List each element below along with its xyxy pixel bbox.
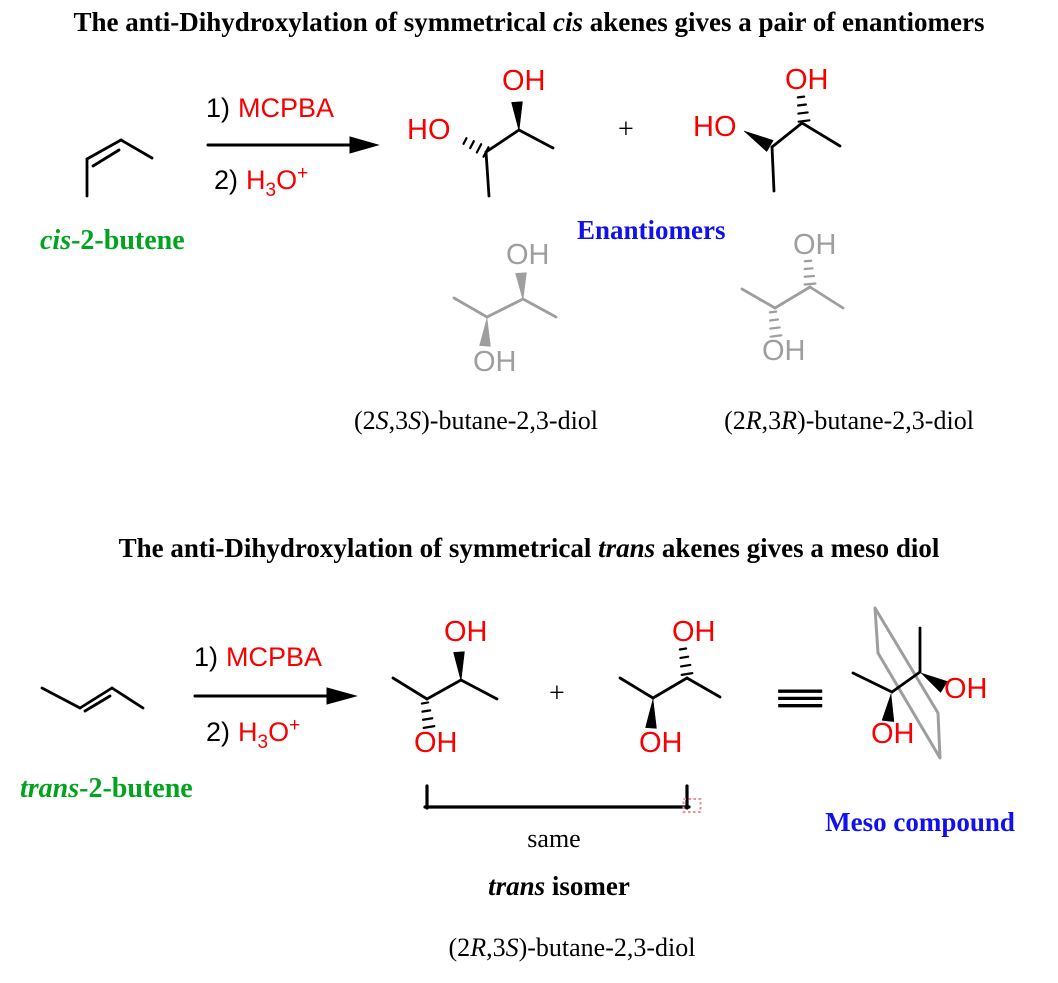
hydronium-charge: + <box>289 715 301 736</box>
same-bracket <box>423 784 691 810</box>
product-trans-2-structure <box>618 647 722 729</box>
step2-number: 2) <box>206 717 231 747</box>
hydronium-o: O <box>276 165 298 195</box>
oh-label: OH <box>414 727 458 759</box>
plus-sign: + <box>549 678 565 709</box>
hydronium-charge: + <box>297 163 309 184</box>
oh-label: OH <box>944 673 988 705</box>
meso-compound-label: Meso compound <box>825 807 1015 837</box>
enantiomers-label: Enantiomers <box>577 215 726 245</box>
oh-label: OH <box>762 335 806 367</box>
name-2r3s-butanediol: (2R,3S)-butane-2,3-diol <box>448 933 696 962</box>
section1-title: The anti-Dihydroxylation of symmetrical … <box>73 7 985 37</box>
ho-label: HO <box>693 111 737 143</box>
hydronium-label: H3O+ <box>246 163 309 200</box>
hydronium-label: H3O+ <box>238 715 301 752</box>
hydronium-h: H <box>238 717 258 747</box>
cis-2-butene-label: cis-2-butene <box>40 225 185 256</box>
mirror-2r3r-structure <box>740 259 845 338</box>
meso-structure <box>851 626 948 722</box>
oh-label: OH <box>785 64 829 96</box>
name-2s3s-butanediol: (2S,3S)-butane-2,3-diol <box>353 406 599 435</box>
oh-label: OH <box>473 346 517 378</box>
hydronium-o: O <box>268 717 290 747</box>
oh-label: OH <box>506 239 550 271</box>
product-2r3r-structure <box>743 95 842 193</box>
oh-label: OH <box>793 229 837 261</box>
reagents-step1-top: 1) MCPBA <box>206 95 334 122</box>
oh-label: OH <box>639 727 683 759</box>
oh-label: OH <box>871 718 915 750</box>
oh-label: OH <box>672 616 716 648</box>
reaction-arrow-1 <box>206 136 380 154</box>
equivalence-symbol: ≡ <box>770 673 830 721</box>
meso-mirror-plane <box>873 606 942 760</box>
trans-isomer-label: trans isomer <box>488 871 630 901</box>
reagents-step1-bottom: 1) MCPBA <box>194 644 322 671</box>
ho-label: HO <box>407 114 451 146</box>
mcpba-label: MCPBA <box>238 93 335 123</box>
reagents-step2-top: 2) H3O+ <box>214 164 308 200</box>
section2-title: The anti-Dihydroxylation of symmetrical … <box>118 533 940 563</box>
name-2r3r-butanediol: (2R,3R)-butane-2,3-diol <box>724 406 974 435</box>
product-trans-1-structure <box>391 651 499 729</box>
step1-number: 1) <box>206 93 231 123</box>
plus-sign: + <box>618 114 634 145</box>
trans-2-butene-structure <box>40 686 145 713</box>
reagents-step2-bottom: 2) H3O+ <box>206 716 300 752</box>
hydronium-subscript: 3 <box>257 732 269 753</box>
trans-2-butene-label: trans-2-butene <box>20 773 193 804</box>
oh-label: OH <box>502 65 546 97</box>
mcpba-label: MCPBA <box>226 642 323 672</box>
mirror-2s3s-structure <box>452 272 558 347</box>
step1-number: 1) <box>194 642 219 672</box>
hydronium-h: H <box>246 165 266 195</box>
product-2s3s-structure <box>462 101 555 198</box>
cis-2-butene-structure <box>85 138 154 198</box>
reaction-arrow-2 <box>193 687 358 705</box>
oh-label: OH <box>444 616 488 648</box>
same-label: same <box>527 824 581 853</box>
step2-number: 2) <box>214 165 239 195</box>
hydronium-subscript: 3 <box>265 180 277 201</box>
